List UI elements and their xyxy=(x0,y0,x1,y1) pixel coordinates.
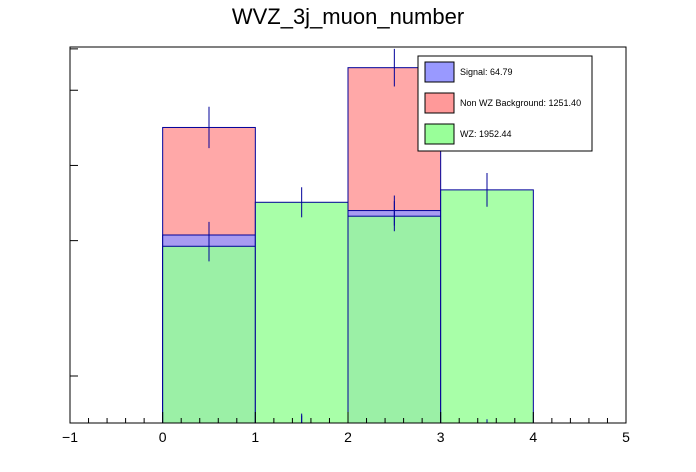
bar-wz-bin-0 xyxy=(162,245,256,424)
x-tick-label: 1 xyxy=(251,429,259,445)
x-tick-label: −1 xyxy=(62,429,78,445)
error-bars-layer xyxy=(208,48,488,423)
legend-swatch-signal xyxy=(424,61,455,83)
legend-label-signal: Signal: 64.79 xyxy=(460,67,513,77)
legend-swatch-wz xyxy=(424,123,455,145)
legend: Signal: 64.79 Non WZ Background: 1251.40 W… xyxy=(417,55,593,152)
bars-layer xyxy=(162,67,534,424)
x-tick-label: 2 xyxy=(344,429,352,445)
chart-title: WVZ_3j_muon_number xyxy=(232,4,464,29)
legend-label-non-wz-background: Non WZ Background: 1251.40 xyxy=(460,98,581,108)
x-tick-label: 5 xyxy=(622,429,630,445)
axes-layer: −1 0 1 2 3 4 5 xyxy=(62,46,630,445)
x-tick-label: 0 xyxy=(159,429,167,445)
x-tick-label: 4 xyxy=(529,429,537,445)
x-tick-label: 3 xyxy=(437,429,445,445)
legend-label-wz: WZ: 1952.44 xyxy=(460,129,512,139)
bar-wz-bin-3 xyxy=(440,189,534,424)
legend-swatch-non-wz-background xyxy=(424,92,455,114)
bar-wz-bin-1 xyxy=(254,201,349,424)
bar-wz-bin-2 xyxy=(347,215,442,424)
